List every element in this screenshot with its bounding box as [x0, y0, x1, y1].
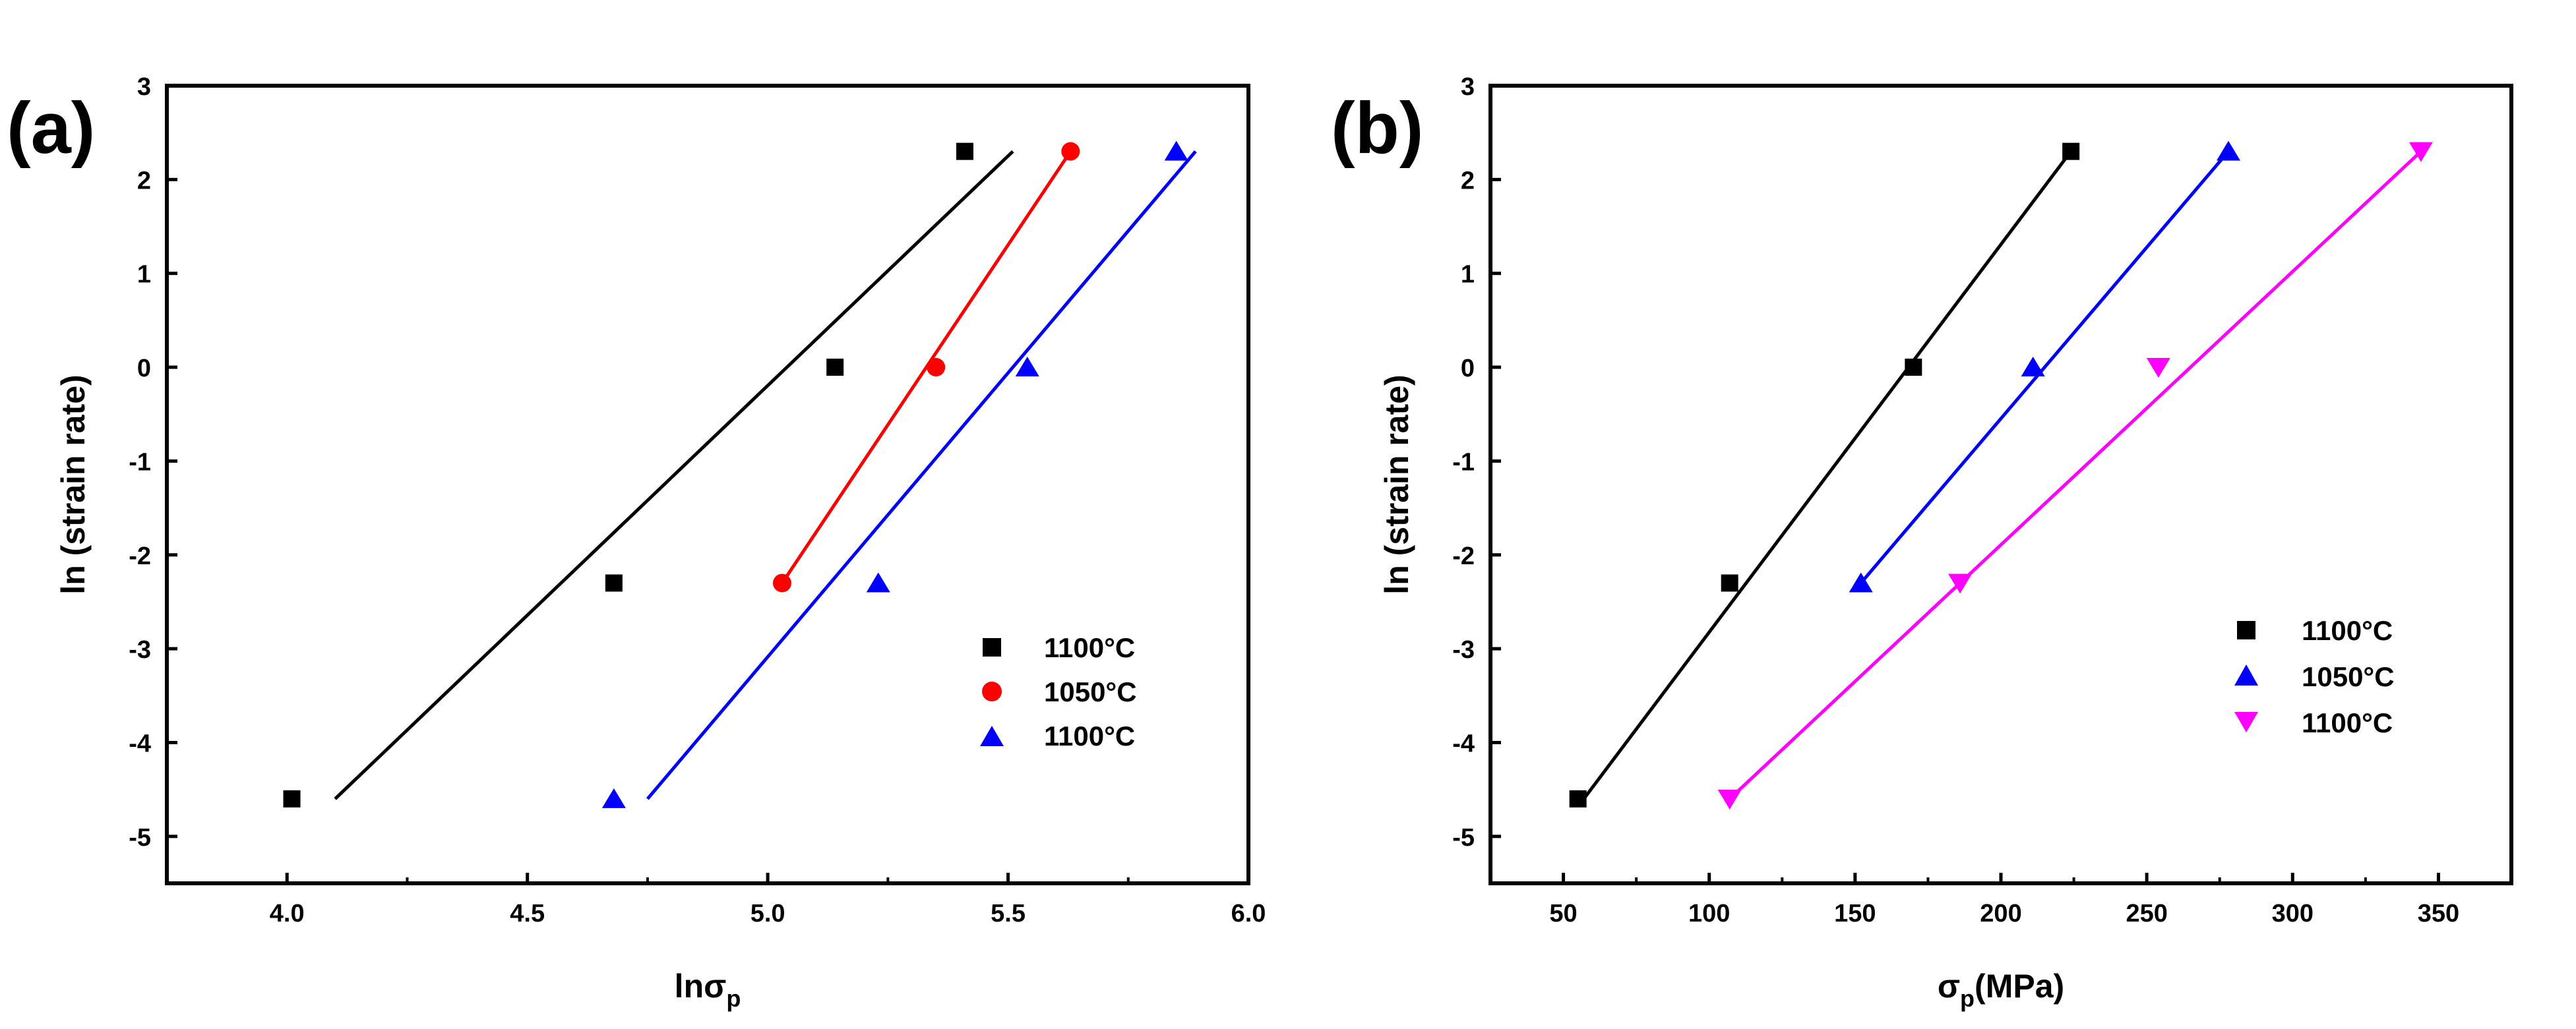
panel-b-data-point-series-3	[2408, 142, 2433, 162]
panel-a-data-point-series-1	[826, 359, 844, 376]
panel-a-data-point-series-3	[866, 572, 890, 593]
panel-a-fit-line-series-1	[334, 150, 1014, 800]
panel-b-data-point-series-1	[1721, 574, 1738, 592]
panel-b-data-points	[1569, 140, 2433, 809]
panel-b-y-tick-label: 0	[1461, 355, 1475, 382]
panel-a-legend-label-1: 1100°C	[1044, 632, 1135, 663]
panel-b-data-point-series-1	[1905, 359, 1922, 376]
panel-b-fit-lines	[1582, 150, 2422, 800]
panel-a-data-point-series-3	[1015, 357, 1039, 377]
panel-b-y-tick-label: -2	[1452, 543, 1475, 570]
panel-b-y-tick-label: -1	[1452, 448, 1475, 476]
panel-b-x-tick-label: 250	[2126, 900, 2167, 927]
panel-b-y-tick-label: -4	[1452, 730, 1475, 757]
panel-b-legend-marker-1	[2237, 621, 2255, 639]
panel-a-fit-line-series-3	[646, 150, 1197, 800]
panel-b-x-axis-title-subscript: p	[1960, 985, 1975, 1012]
panel-a-x-tick-label: 4.5	[510, 900, 545, 927]
panel-a-y-tick-label: 0	[137, 355, 151, 382]
panel-a-data-point-series-1	[605, 574, 623, 592]
panel-b-x-axis-title: σp(MPa)	[1938, 968, 2064, 1012]
panel-b-x-tick-label: 200	[1980, 900, 2021, 927]
panel-a-data-point-series-3	[1164, 140, 1188, 161]
panel-b-y-tick-label: 1	[1461, 261, 1475, 289]
panel-b: (b) 50 100 150 200 250 300 350 -5-4-3-2-10123 …	[1331, 73, 2513, 1012]
panel-a-y-tick-label: -5	[129, 824, 151, 852]
panel-a-x-axis-title-subscript: p	[726, 985, 741, 1012]
panel-a-y-tick-label: -2	[129, 543, 151, 570]
panel-b-label: (b)	[1331, 88, 1423, 169]
panel-a-data-point-series-1	[283, 790, 301, 808]
panel-a-data-point-series-2	[927, 358, 946, 377]
panel-b-data-point-series-1	[2062, 142, 2080, 160]
panel-b-data-point-series-2	[2216, 140, 2240, 161]
panel-b-data-point-series-2	[1849, 572, 1873, 593]
panel-b-x-ticks: 50 100 150 200 250 300 350	[1549, 873, 2459, 927]
panel-a-y-tick-label: -1	[129, 448, 151, 476]
panel-a-fit-lines	[334, 150, 1197, 800]
panel-a-legend-label-2: 1050°C	[1044, 676, 1137, 707]
panel-b-data-point-series-3	[1717, 789, 1742, 809]
panel-b-data-point-series-1	[1569, 790, 1587, 808]
panel-b-fit-line-series-1	[1582, 150, 2073, 800]
panel-a-fit-line-series-2	[780, 150, 1072, 584]
panel-b-legend-label-2: 1050°C	[2302, 661, 2395, 692]
panel-b-fit-line-series-2	[1859, 150, 2230, 585]
panel-b-y-tick-label: 2	[1461, 167, 1475, 194]
panel-a-data-point-series-2	[1061, 142, 1080, 161]
panel-a-label: (a)	[7, 88, 95, 169]
panel-a-legend-marker-3	[980, 726, 1004, 746]
panel-b-y-ticks: -5 -4 -3 -2 -1 0 1 2 3	[1452, 73, 1501, 852]
panel-a: (a) 4.0 4.5 5.0 5.5 6.0 -5 -4 -3 -2 -1 0 1 2 3 ln (s…	[7, 73, 1266, 1012]
panel-b-x-tick-label: 350	[2418, 900, 2459, 927]
panel-b-x-tick-label: 300	[2272, 900, 2314, 927]
panel-a-y-tick-label: 3	[137, 73, 151, 101]
panel-b-data-point-series-2	[2021, 357, 2045, 377]
panel-b-x-tick-label: 150	[1834, 900, 1876, 927]
panel-a-data-point-series-2	[772, 573, 791, 593]
panel-a-x-ticks: 4.0 4.5 5.0 5.5 6.0	[270, 873, 1266, 927]
panel-a-legend-label-3: 1100°C	[1044, 720, 1135, 751]
panel-b-fit-line-series-3	[1728, 150, 2422, 800]
panel-a-x-tick-label: 6.0	[1231, 900, 1266, 927]
panel-b-y-tick-label: 3	[1461, 73, 1475, 101]
panel-b-x-tick-label: 50	[1549, 900, 1577, 927]
panel-a-x-tick-label: 5.5	[991, 900, 1026, 927]
panel-a-y-ticks: -5 -4 -3 -2 -1 0 1 2 3	[129, 73, 177, 852]
panel-b-data-point-series-3	[1948, 573, 1973, 594]
panel-b-y-tick-label: -5	[1452, 824, 1475, 852]
panel-b-legend: 1100°C 1050°C 1100°C	[2234, 615, 2395, 738]
panel-a-data-point-series-1	[956, 142, 973, 160]
panel-b-x-axis-title-main: σ	[1938, 968, 1960, 1005]
panel-b-data-point-series-3	[2146, 358, 2170, 378]
panel-a-x-axis-title: lnσp	[675, 968, 741, 1012]
panel-a-y-tick-label: -3	[129, 636, 151, 664]
panel-b-legend-label-1: 1100°C	[2302, 615, 2393, 646]
panel-b-legend-marker-2	[2234, 664, 2258, 686]
panel-a-y-tick-label: 1	[137, 261, 151, 289]
panel-a-legend: 1100°C 1050°C 1100°C	[980, 632, 1137, 751]
panel-b-x-axis-title-unit: (MPa)	[1975, 968, 2064, 1005]
panel-a-x-axis-title-main: lnσ	[675, 968, 727, 1005]
panel-a-x-tick-label: 4.0	[270, 900, 305, 927]
panel-b-y-axis-title: ln (strain rate)	[1378, 374, 1415, 594]
panel-a-legend-marker-1	[983, 638, 1001, 657]
panel-a-legend-marker-2	[982, 682, 1002, 701]
panel-a-plot-frame	[165, 84, 1250, 885]
panel-a-data-points	[283, 140, 1188, 808]
panel-b-legend-marker-3	[2234, 712, 2258, 732]
panel-b-x-tick-label: 100	[1688, 900, 1730, 927]
panel-b-y-tick-label: -3	[1452, 636, 1475, 664]
panel-a-data-point-series-3	[601, 788, 626, 808]
panel-a-y-axis-title: ln (strain rate)	[55, 374, 92, 594]
panel-a-y-tick-label: 2	[137, 167, 151, 194]
panel-b-legend-label-3: 1100°C	[2302, 707, 2393, 738]
panel-a-y-tick-label: -4	[129, 730, 151, 757]
panel-a-x-tick-label: 5.0	[751, 900, 785, 927]
